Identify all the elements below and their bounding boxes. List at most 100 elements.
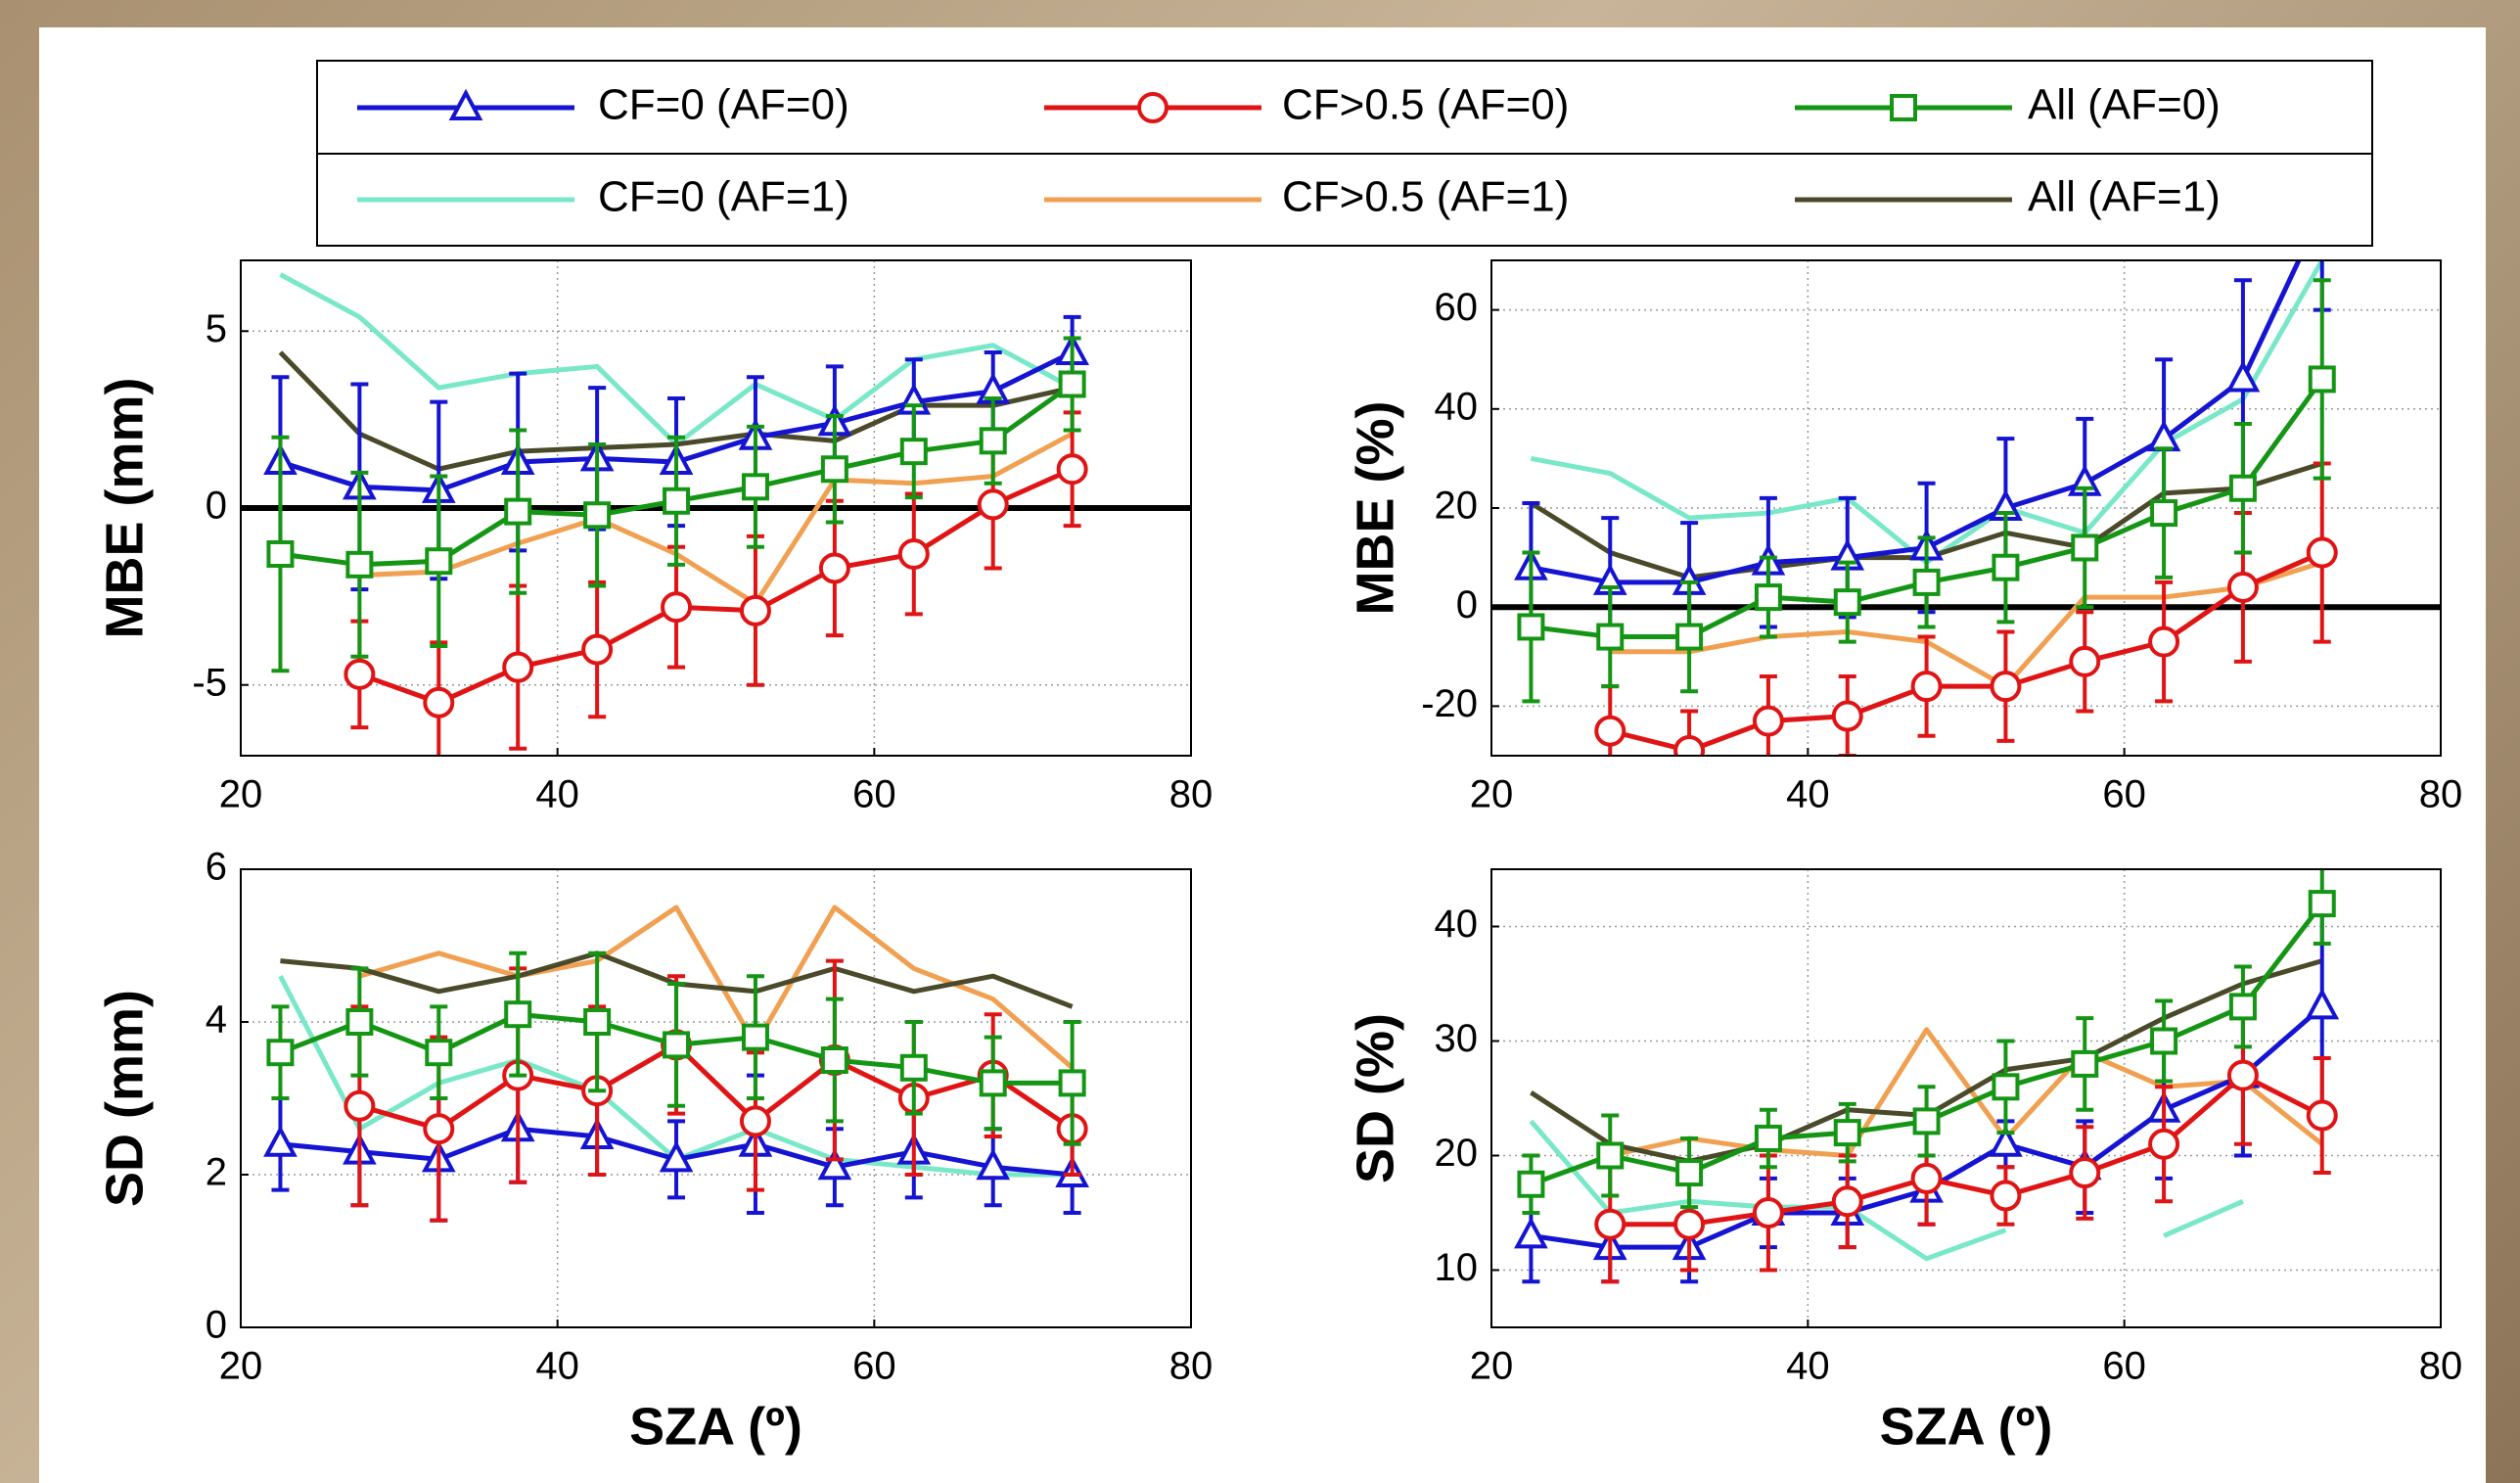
x-tick-label: 20 — [219, 773, 263, 816]
y-tick-label: 0 — [1456, 583, 1478, 626]
marker-square — [1517, 613, 1545, 641]
y-tick-label: 30 — [1435, 1017, 1479, 1060]
marker-circle — [739, 1105, 771, 1137]
marker-square — [2150, 1027, 2178, 1055]
y-tick-label: 60 — [1435, 286, 1479, 329]
x-tick-label: 40 — [535, 1345, 579, 1388]
marker-circle — [1056, 453, 1088, 486]
marker-square — [1058, 1069, 1086, 1097]
marker-circle — [1831, 1185, 1863, 1218]
marker-square — [663, 487, 691, 515]
marker-triangle — [2305, 988, 2340, 1020]
marker-square — [1754, 583, 1782, 612]
marker-triangle — [1989, 1125, 2023, 1157]
x-tick-label: 40 — [535, 773, 579, 816]
plot-content — [1514, 260, 2338, 756]
series-line — [1610, 1073, 2323, 1228]
marker-square — [1675, 1159, 1704, 1187]
marker-circle — [2148, 626, 2180, 658]
marker-square — [1517, 1170, 1545, 1198]
x-tick-label: 40 — [1786, 773, 1830, 816]
marker-square — [1675, 623, 1704, 651]
marker-square — [2071, 533, 2099, 562]
plot-area — [1491, 260, 2441, 756]
marker-square — [2308, 890, 2336, 918]
y-tick-label: 4 — [206, 998, 227, 1042]
axes-frame — [1490, 868, 2442, 1328]
marker-square — [2150, 499, 2178, 528]
marker-square — [2308, 365, 2336, 394]
y-tick-label: 0 — [206, 1304, 227, 1347]
marker-square — [1596, 1141, 1625, 1170]
marker-circle — [897, 537, 930, 570]
x-tick-label: 80 — [2419, 773, 2463, 816]
x-tick-label: 80 — [1169, 1345, 1214, 1388]
x-tick-label: 80 — [1169, 773, 1214, 816]
y-tick-label: 2 — [206, 1151, 227, 1194]
marker-circle — [1594, 1208, 1627, 1240]
series-line — [1609, 550, 2323, 754]
marker-circle — [1990, 1180, 2022, 1212]
y-tick-label: 40 — [1435, 385, 1479, 428]
x-tick-label: 20 — [1470, 773, 1514, 816]
marker-circle — [1910, 671, 1943, 703]
marker-circle — [2148, 1128, 2180, 1160]
marker-square — [820, 455, 848, 484]
x-tick-label: 20 — [219, 1345, 263, 1388]
y-tick-label: 0 — [206, 485, 227, 528]
marker-square — [899, 438, 928, 466]
marker-square — [899, 1053, 928, 1082]
legend-label: All (AF=1) — [2028, 173, 2221, 221]
marker-square — [504, 497, 532, 526]
marker-square — [425, 547, 453, 576]
marker-square — [2228, 993, 2257, 1021]
marker-square — [504, 1000, 532, 1029]
y-tick-label: -20 — [1421, 682, 1478, 725]
marker-square — [1912, 568, 1941, 596]
marker-triangle — [659, 1140, 694, 1173]
marker-triangle — [2225, 360, 2261, 393]
y-tick-label: -5 — [192, 661, 227, 704]
marker-circle — [2226, 1059, 2259, 1091]
marker-circle — [1673, 1208, 1706, 1240]
marker-square — [583, 501, 612, 530]
marker-square — [979, 1069, 1007, 1097]
marker-square — [1754, 1124, 1782, 1152]
y-axis-label: MBE (mm) — [95, 378, 154, 639]
legend-label: CF>0.5 (AF=0) — [1282, 81, 1569, 129]
marker-circle — [2069, 1157, 2101, 1189]
series-line — [358, 466, 1074, 706]
x-tick-label: 60 — [2102, 773, 2146, 816]
marker-square — [425, 1039, 453, 1067]
marker-circle — [581, 633, 614, 666]
marker-circle — [344, 658, 376, 690]
marker-square — [345, 550, 374, 579]
series-line — [358, 1042, 1075, 1132]
marker-square — [2071, 1049, 2099, 1078]
marker-square — [663, 1031, 691, 1059]
plot-area — [1491, 869, 2441, 1327]
legend-label: CF=0 (AF=1) — [598, 173, 849, 221]
marker-square — [979, 427, 1007, 455]
plot-content — [1514, 869, 2340, 1284]
marker-square — [1992, 553, 2020, 581]
marker-triangle — [976, 1147, 1011, 1181]
marker-circle — [2226, 571, 2259, 603]
marker-circle — [1673, 734, 1706, 756]
marker-circle — [818, 552, 850, 584]
plot-content — [263, 272, 1089, 756]
x-tick-label: 60 — [852, 773, 896, 816]
marker-circle — [502, 651, 534, 683]
series-line — [1609, 1027, 2324, 1158]
y-axis-label: SD (mm) — [95, 990, 154, 1207]
marker-circle — [1752, 1197, 1784, 1228]
marker-square — [2228, 474, 2257, 502]
marker-square — [741, 1023, 769, 1051]
marker-triangle — [263, 1125, 298, 1157]
marker-square — [345, 1008, 374, 1036]
marker-square — [1833, 588, 1861, 617]
x-tick-label: 60 — [852, 1345, 896, 1388]
y-tick-label: 10 — [1435, 1246, 1479, 1289]
plot-content — [263, 904, 1089, 1223]
